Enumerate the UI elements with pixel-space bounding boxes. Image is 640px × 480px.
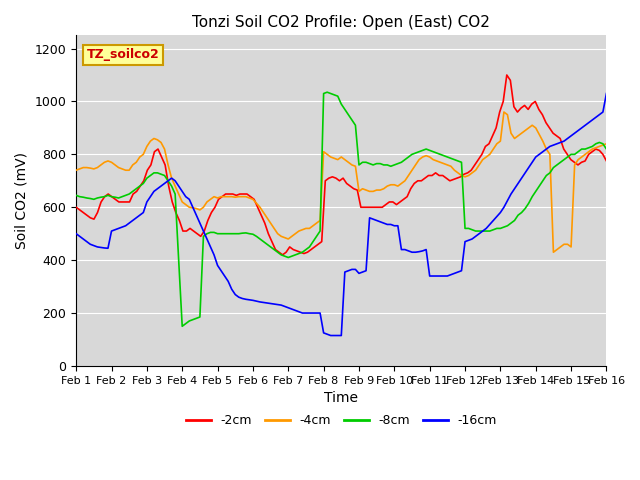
Y-axis label: Soil CO2 (mV): Soil CO2 (mV) (15, 152, 29, 249)
Text: TZ_soilco2: TZ_soilco2 (87, 48, 159, 61)
Legend: -2cm, -4cm, -8cm, -16cm: -2cm, -4cm, -8cm, -16cm (180, 409, 502, 432)
Title: Tonzi Soil CO2 Profile: Open (East) CO2: Tonzi Soil CO2 Profile: Open (East) CO2 (193, 15, 490, 30)
X-axis label: Time: Time (324, 391, 358, 405)
